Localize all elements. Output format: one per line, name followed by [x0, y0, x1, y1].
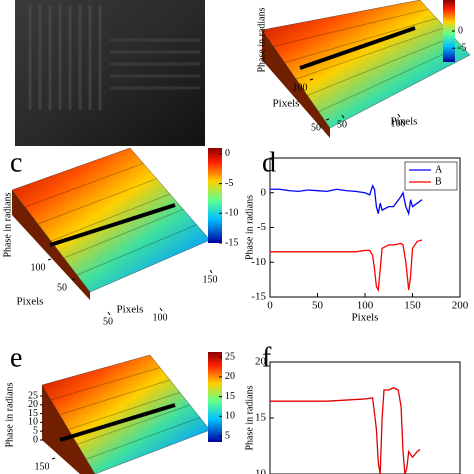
colorbar-tick-label: 0 [225, 148, 230, 159]
x-tick-label: 200 [452, 300, 469, 312]
colorbar-tick-label: 20 [225, 371, 235, 382]
x-tick-label: 50 [312, 300, 324, 312]
x-axis-label: Pixels [352, 312, 379, 324]
plot-frame [269, 361, 461, 474]
surface-ridge [24, 162, 144, 208]
surface-ridge [68, 392, 181, 430]
y-tick-label: 10 [255, 468, 267, 474]
colorbar-tick-label: 0 [458, 25, 463, 36]
y-tick-label: 0 [261, 186, 267, 198]
profile-line [49, 203, 176, 247]
profile-line [59, 403, 176, 442]
profile-line [299, 26, 416, 70]
colorbar-tick-label: -5 [458, 43, 466, 54]
x-tick-label: 100 [391, 118, 406, 129]
surface-ridge [295, 27, 446, 80]
y-tick-label: 50 [57, 282, 67, 293]
y-tick-label: 50 [311, 122, 321, 133]
surface-ridge [76, 224, 197, 276]
phase-image [15, 0, 205, 146]
x-tick-label: 100 [153, 312, 168, 323]
surface-ridge [50, 367, 161, 401]
x-tick [107, 311, 111, 316]
data-line [270, 184, 423, 217]
y-tick-label: 150 [35, 461, 50, 472]
z-tick-label: 25 [28, 390, 38, 401]
y-tick-label: 100 [293, 82, 308, 93]
y-tick-label: -5 [257, 221, 267, 233]
colorbar-tick-label: -10 [225, 208, 238, 219]
x-tick [397, 113, 401, 118]
y-tick-label: 100 [31, 262, 46, 273]
panel-label: c [10, 147, 22, 178]
z-tick-label: 10 [28, 417, 38, 428]
y-tick-label: 15 [255, 412, 267, 424]
data-line [270, 239, 423, 293]
surface [261, 0, 471, 129]
surface-ridge [273, 8, 429, 47]
x-axis-label: Pixels [117, 304, 144, 316]
x-tick [159, 307, 163, 312]
legend-label: A [435, 164, 443, 175]
colorbar-tick-label: 10 [225, 411, 235, 422]
z-axis-label: Phase in radians [2, 192, 13, 257]
x-tick-label: 100 [357, 300, 374, 312]
x-tick-label: 0 [267, 300, 273, 312]
surface-side [262, 30, 330, 138]
y-tick-label: -10 [251, 256, 266, 268]
panel-label: d [262, 147, 276, 178]
y-axis-label: Pixels [17, 296, 44, 308]
z-axis-label: Phase in radians [4, 382, 15, 447]
z-tick-label: 5 [33, 425, 38, 436]
z-tick-label: 20 [28, 399, 38, 410]
colorbar-tick-label: 25 [225, 351, 235, 362]
y-tick [71, 278, 76, 281]
surface-ridge [37, 178, 157, 225]
y-tick-label: -15 [251, 291, 266, 303]
y-axis-label: Phase in radians [244, 385, 255, 450]
panel-label: f [262, 342, 272, 373]
y-tick [47, 258, 52, 261]
surface-ridge [85, 417, 201, 460]
surface-ridge [307, 36, 454, 96]
x-tick-label: 50 [337, 119, 347, 130]
x-tick-label: 150 [404, 300, 421, 312]
surface-ridge [63, 208, 184, 259]
z-tick-label: 0 [33, 434, 38, 445]
legend-label: B [435, 176, 442, 187]
colorbar [208, 352, 222, 442]
y-tick [51, 457, 56, 460]
legend-box [404, 161, 458, 191]
y-axis-label: Pixels [273, 98, 300, 110]
surface-ridge [284, 17, 437, 64]
z-axis-label: Phase in radians [256, 7, 267, 72]
data-line [270, 387, 421, 474]
colorbar-tick-label: -5 [225, 178, 233, 189]
colorbar [208, 148, 222, 243]
y-axis-label: Phase in radians [244, 195, 255, 260]
x-tick [209, 269, 213, 274]
panel-label: e [10, 342, 22, 373]
surface-ridge [50, 193, 171, 242]
y-tick [309, 78, 314, 81]
y-tick [325, 118, 330, 121]
colorbar-tick-label: 15 [225, 391, 235, 402]
colorbar-tick-label: -15 [225, 237, 238, 248]
y-tick-label: 20 [255, 356, 267, 368]
x-axis-label: Pixels [391, 116, 418, 128]
colorbar [443, 0, 455, 62]
surface-ridge [59, 379, 171, 416]
colorbar-tick-label: 5 [225, 430, 230, 441]
surface-ridge [77, 404, 191, 445]
x-tick [341, 114, 345, 119]
x-tick-label: 150 [203, 274, 218, 285]
z-tick-label: 15 [28, 408, 38, 419]
surface-ridge [318, 45, 462, 113]
x-tick-label: 50 [103, 316, 113, 327]
